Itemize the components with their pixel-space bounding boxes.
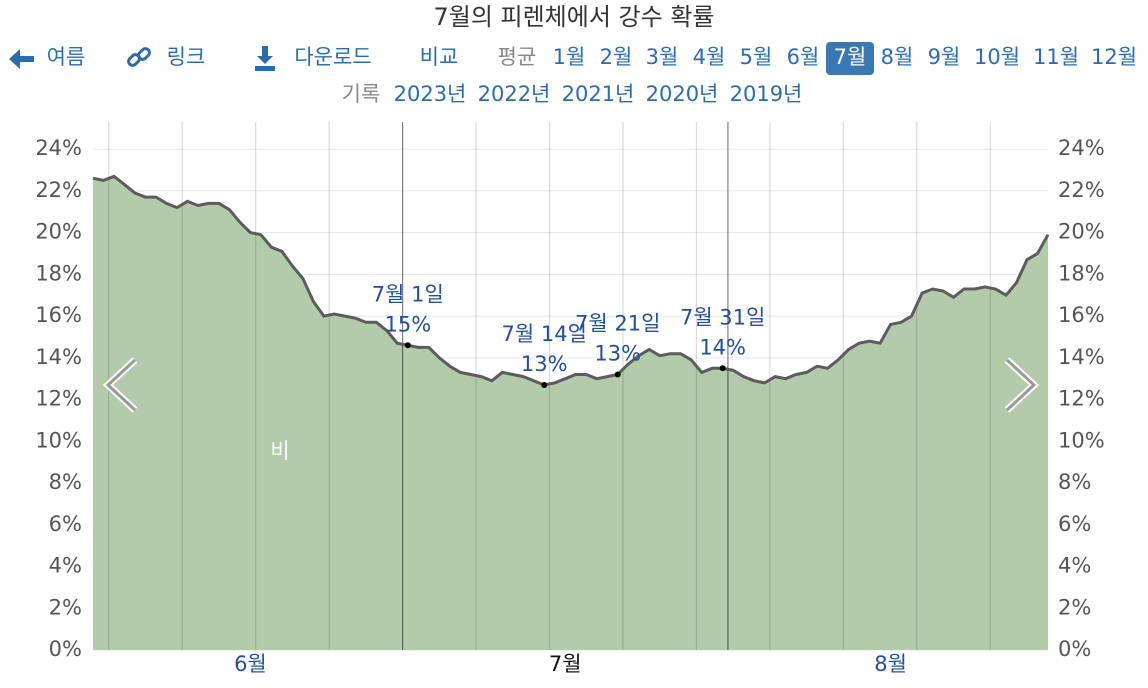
y2-tick-label: 22% <box>1058 178 1105 202</box>
annotation-value: 15% <box>384 312 431 336</box>
y-tick-label: 0% <box>49 637 82 661</box>
x-tick-label: 6월 <box>234 652 267 676</box>
y-tick-label: 8% <box>49 470 82 494</box>
nav-year[interactable]: 2022년 <box>478 82 551 106</box>
y2-tick-label: 14% <box>1058 345 1105 369</box>
nav-month[interactable]: 10월 <box>974 45 1020 69</box>
y2-tick-label: 24% <box>1058 136 1105 160</box>
nav-month[interactable]: 6월 <box>787 45 820 69</box>
nav-month[interactable]: 7월 <box>834 45 867 69</box>
annotation-value: 13% <box>594 342 641 366</box>
nav-month[interactable]: 1월 <box>553 45 586 69</box>
nav-year[interactable]: 2023년 <box>394 82 467 106</box>
nav-year[interactable]: 2020년 <box>646 82 719 106</box>
annotation-label: 7월 31일 <box>680 305 765 329</box>
y-tick-label: 12% <box>35 387 82 411</box>
y2-tick-label: 0% <box>1058 637 1091 661</box>
selected-month-bg <box>826 42 874 75</box>
download-arrow[interactable] <box>257 46 273 64</box>
y-tick-label: 2% <box>49 595 82 619</box>
y2-tick-label: 2% <box>1058 595 1091 619</box>
nav-back[interactable]: 여름 <box>47 45 86 69</box>
link-ring[interactable] <box>137 47 151 61</box>
nav-month[interactable]: 3월 <box>646 45 679 69</box>
annotation-dot <box>404 342 411 349</box>
y-tick-label: 18% <box>35 261 82 285</box>
annotation-value: 14% <box>699 335 746 359</box>
download-tray[interactable] <box>255 66 275 71</box>
nav-compare[interactable]: 비교 <box>420 45 459 69</box>
nav-month[interactable]: 8월 <box>881 45 914 69</box>
nav-records: 기록 <box>342 82 381 106</box>
nav-month[interactable]: 5월 <box>740 45 773 69</box>
back-icon[interactable] <box>9 49 34 69</box>
annotation-dot <box>541 381 548 388</box>
x-tick-label: 7월 <box>549 652 582 676</box>
y-tick-label: 20% <box>35 220 82 244</box>
annotation-value: 13% <box>521 352 568 376</box>
nav-year[interactable]: 2019년 <box>730 82 803 106</box>
area <box>93 176 1048 651</box>
nav-average: 평균 <box>498 45 537 69</box>
nav-month[interactable]: 9월 <box>928 45 961 69</box>
y2-tick-label: 10% <box>1058 428 1105 452</box>
next-arrow[interactable] <box>1005 358 1037 412</box>
x-tick-label: 8월 <box>874 652 907 676</box>
y-tick-label: 22% <box>35 178 82 202</box>
nav-month[interactable]: 4월 <box>693 45 726 69</box>
y2-tick-label: 18% <box>1058 261 1105 285</box>
nav-month[interactable]: 12월 <box>1091 45 1137 69</box>
nav-year[interactable]: 2021년 <box>562 82 635 106</box>
y2-tick-label: 4% <box>1058 554 1091 578</box>
y2-tick-label: 8% <box>1058 470 1091 494</box>
link-icon[interactable] <box>127 47 151 67</box>
download-icon[interactable] <box>255 46 275 71</box>
annotation-label: 7월 1일 <box>372 282 444 306</box>
prev-arrow[interactable] <box>105 358 137 412</box>
y-tick-label: 16% <box>35 303 82 327</box>
y2-tick-label: 12% <box>1058 387 1105 411</box>
y2-tick-label: 16% <box>1058 303 1105 327</box>
chart-title: 7월의 피렌체에서 강수 확률 <box>433 3 714 31</box>
y-tick-label: 14% <box>35 345 82 369</box>
nav-month[interactable]: 11월 <box>1033 45 1079 69</box>
y2-tick-label: 6% <box>1058 512 1091 536</box>
y-tick-label: 10% <box>35 428 82 452</box>
arrow-left[interactable] <box>9 49 34 69</box>
annotation-label: 7월 14일 <box>502 322 587 346</box>
annotation-dot <box>614 371 621 378</box>
y-tick-label: 4% <box>49 554 82 578</box>
annotation-dot <box>719 365 726 372</box>
nav-link[interactable]: 링크 <box>167 45 206 69</box>
y-tick-label: 24% <box>35 136 82 160</box>
y2-tick-label: 20% <box>1058 220 1105 244</box>
line <box>92 174 1050 387</box>
y-tick-label: 6% <box>49 512 82 536</box>
annotation-label: 7월 21일 <box>575 312 660 336</box>
nav-month[interactable]: 2월 <box>600 45 633 69</box>
nav-download[interactable]: 다운로드 <box>294 45 371 69</box>
series-label: 비 <box>270 439 289 463</box>
